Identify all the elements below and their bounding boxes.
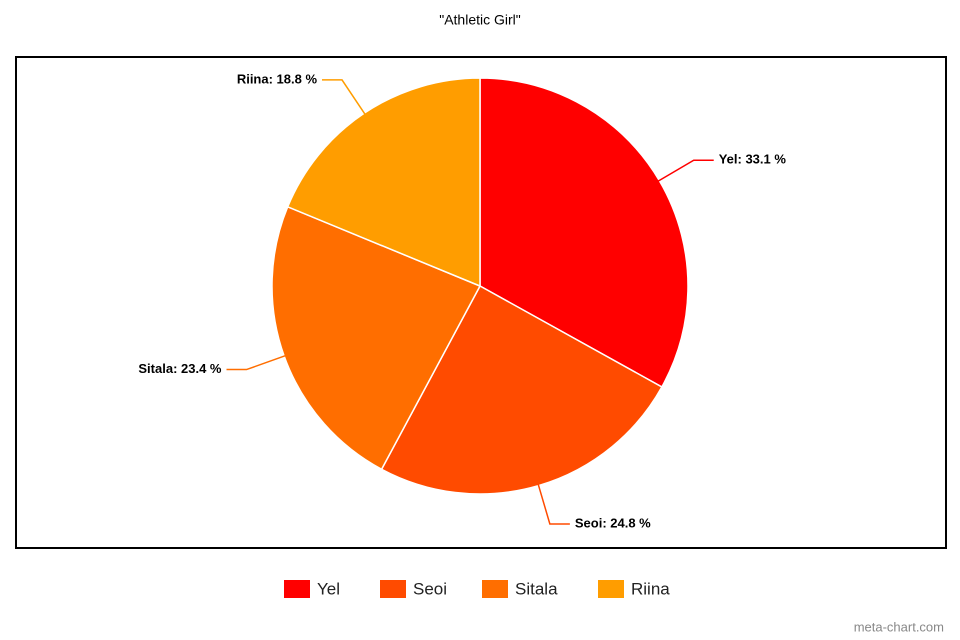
legend-swatch bbox=[482, 580, 508, 598]
chart-title: "Athletic Girl" bbox=[439, 12, 521, 28]
legend-swatch bbox=[598, 580, 624, 598]
legend-swatch bbox=[380, 580, 406, 598]
legend-label: Sitala bbox=[515, 579, 558, 598]
leader-line bbox=[537, 483, 570, 525]
leader-line bbox=[322, 79, 367, 116]
watermark: meta-chart.com bbox=[854, 619, 944, 634]
leader-line bbox=[226, 354, 287, 371]
data-label: Sitala: 23.4 % bbox=[138, 361, 222, 376]
data-label: Yel: 33.1 % bbox=[719, 152, 787, 167]
data-label: Riina: 18.8 % bbox=[237, 71, 318, 86]
legend-swatch bbox=[284, 580, 310, 598]
legend-label: Seoi bbox=[413, 579, 447, 598]
legend-label: Yel bbox=[317, 579, 340, 598]
leader-line bbox=[657, 159, 714, 183]
data-label: Seoi: 24.8 % bbox=[575, 515, 651, 530]
legend-label: Riina bbox=[631, 579, 670, 598]
